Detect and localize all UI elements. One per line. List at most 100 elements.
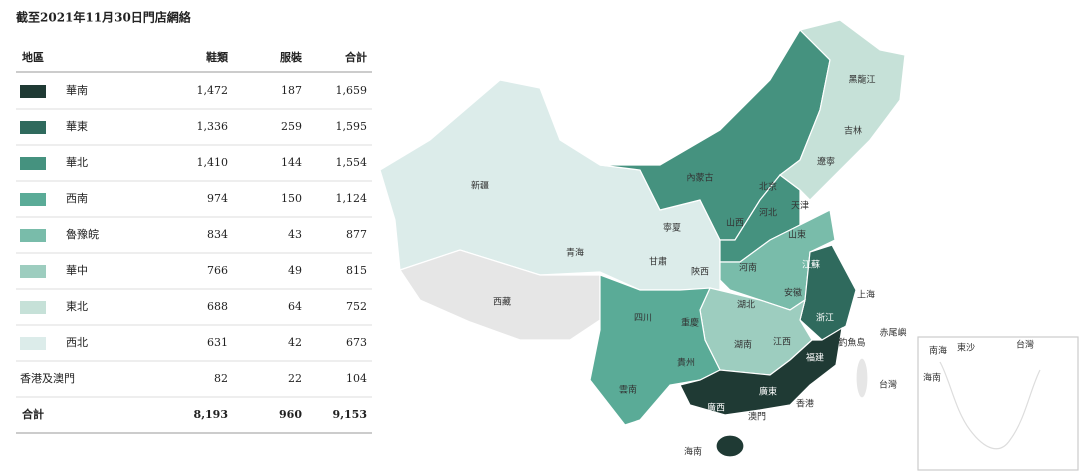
cell: 974 bbox=[207, 192, 228, 205]
region-name: 華東 bbox=[66, 120, 88, 133]
province-label: 雲南 bbox=[619, 384, 637, 396]
province-label: 河南 bbox=[739, 262, 757, 274]
swatch bbox=[20, 229, 46, 242]
inset-label: 南海 bbox=[929, 345, 947, 357]
region-name: 西北 bbox=[66, 336, 88, 349]
cell: 42 bbox=[288, 336, 302, 349]
total-cell: 8,193 bbox=[194, 408, 228, 421]
inset-frame bbox=[917, 336, 1079, 471]
province-label: 西藏 bbox=[493, 296, 511, 308]
province-label: 海南 bbox=[684, 446, 702, 458]
swatch bbox=[20, 337, 46, 350]
province-label: 甘肅 bbox=[649, 256, 667, 268]
province-label: 安徽 bbox=[784, 287, 802, 299]
cell: 150 bbox=[281, 192, 302, 205]
province-label: 湖南 bbox=[734, 339, 752, 351]
total-cell: 960 bbox=[279, 408, 302, 421]
cell: 1,595 bbox=[336, 120, 368, 133]
title: 截至2021年11月30日門店網絡 bbox=[16, 10, 192, 25]
cell: 259 bbox=[281, 120, 302, 133]
region-name: 香港及澳門 bbox=[20, 372, 75, 385]
region-name: 魯豫皖 bbox=[66, 227, 99, 241]
swatch bbox=[20, 121, 46, 134]
province-label: 福建 bbox=[806, 352, 824, 364]
cell: 673 bbox=[346, 336, 367, 349]
province-label: 廣西 bbox=[707, 402, 725, 414]
cell: 877 bbox=[346, 228, 367, 241]
total-cell: 9,153 bbox=[333, 408, 367, 421]
cell: 752 bbox=[346, 300, 367, 313]
region bbox=[715, 434, 745, 458]
province-label: 陝西 bbox=[691, 267, 709, 278]
header-cell: 鞋類 bbox=[206, 50, 229, 64]
province-label: 貴州 bbox=[677, 357, 695, 369]
province-label: 遼寧 bbox=[817, 156, 835, 168]
cell: 1,410 bbox=[197, 156, 229, 169]
inset-coast bbox=[939, 361, 1041, 450]
header-cell: 地區 bbox=[22, 50, 44, 64]
cell: 43 bbox=[288, 228, 302, 241]
cell: 631 bbox=[207, 336, 228, 349]
province-label: 河北 bbox=[759, 207, 777, 219]
province-label: 重慶 bbox=[681, 317, 699, 329]
province-label: 澳門 bbox=[748, 411, 766, 423]
cell: 104 bbox=[346, 372, 367, 385]
province-label: 吉林 bbox=[844, 125, 862, 137]
province-label: 寧夏 bbox=[663, 222, 681, 234]
cell: 688 bbox=[207, 300, 228, 313]
region bbox=[855, 357, 869, 399]
cell: 834 bbox=[207, 228, 228, 241]
province-label: 廣東 bbox=[759, 386, 777, 398]
region bbox=[679, 326, 843, 416]
inset-label: 台灣 bbox=[1016, 339, 1034, 351]
province-label: 黑龍江 bbox=[848, 74, 875, 86]
province-label: 赤尾嶼 bbox=[879, 327, 906, 339]
cell: 1,659 bbox=[336, 84, 368, 97]
region bbox=[779, 19, 906, 201]
cell: 187 bbox=[281, 84, 302, 97]
cell: 64 bbox=[288, 300, 302, 313]
swatch bbox=[20, 157, 46, 170]
province-label: 浙江 bbox=[816, 312, 834, 324]
cell: 144 bbox=[281, 156, 302, 169]
cell: 815 bbox=[346, 264, 367, 277]
cell: 22 bbox=[288, 372, 302, 385]
swatch bbox=[20, 193, 46, 206]
province-label: 釣魚島 bbox=[838, 337, 865, 349]
province-label: 湖北 bbox=[737, 300, 755, 311]
region-name: 西南 bbox=[66, 192, 88, 205]
province-label: 山東 bbox=[788, 229, 806, 241]
province-label: 上海 bbox=[857, 289, 875, 301]
province-label: 山西 bbox=[726, 218, 744, 229]
cell: 1,554 bbox=[336, 156, 368, 169]
swatch bbox=[20, 85, 46, 98]
province-label: 台灣 bbox=[879, 379, 897, 391]
region-name: 華中 bbox=[66, 264, 88, 277]
region-name: 東北 bbox=[66, 300, 88, 313]
province-label: 四川 bbox=[634, 314, 652, 324]
cell: 766 bbox=[207, 264, 228, 277]
cell: 82 bbox=[214, 372, 228, 385]
province-label: 江蘇 bbox=[802, 259, 820, 271]
total-cell: 合計 bbox=[22, 407, 44, 421]
region bbox=[399, 249, 601, 341]
inset-label: 東沙 bbox=[957, 342, 975, 354]
cell: 1,124 bbox=[336, 192, 368, 205]
header-cell: 服裝 bbox=[280, 50, 303, 64]
region-name: 華南 bbox=[66, 84, 88, 97]
province-label: 新疆 bbox=[471, 180, 489, 192]
province-label: 內蒙古 bbox=[686, 172, 713, 184]
cell: 49 bbox=[288, 264, 302, 277]
inset-label: 海南 bbox=[923, 372, 941, 384]
province-label: 北京 bbox=[759, 181, 777, 193]
province-label: 香港 bbox=[796, 398, 814, 410]
province-label: 天津 bbox=[791, 201, 809, 212]
swatch bbox=[20, 301, 46, 314]
cell: 1,336 bbox=[197, 120, 229, 133]
region-name: 華北 bbox=[66, 156, 88, 169]
province-label: 江西 bbox=[773, 337, 791, 348]
province-label: 青海 bbox=[566, 247, 584, 259]
